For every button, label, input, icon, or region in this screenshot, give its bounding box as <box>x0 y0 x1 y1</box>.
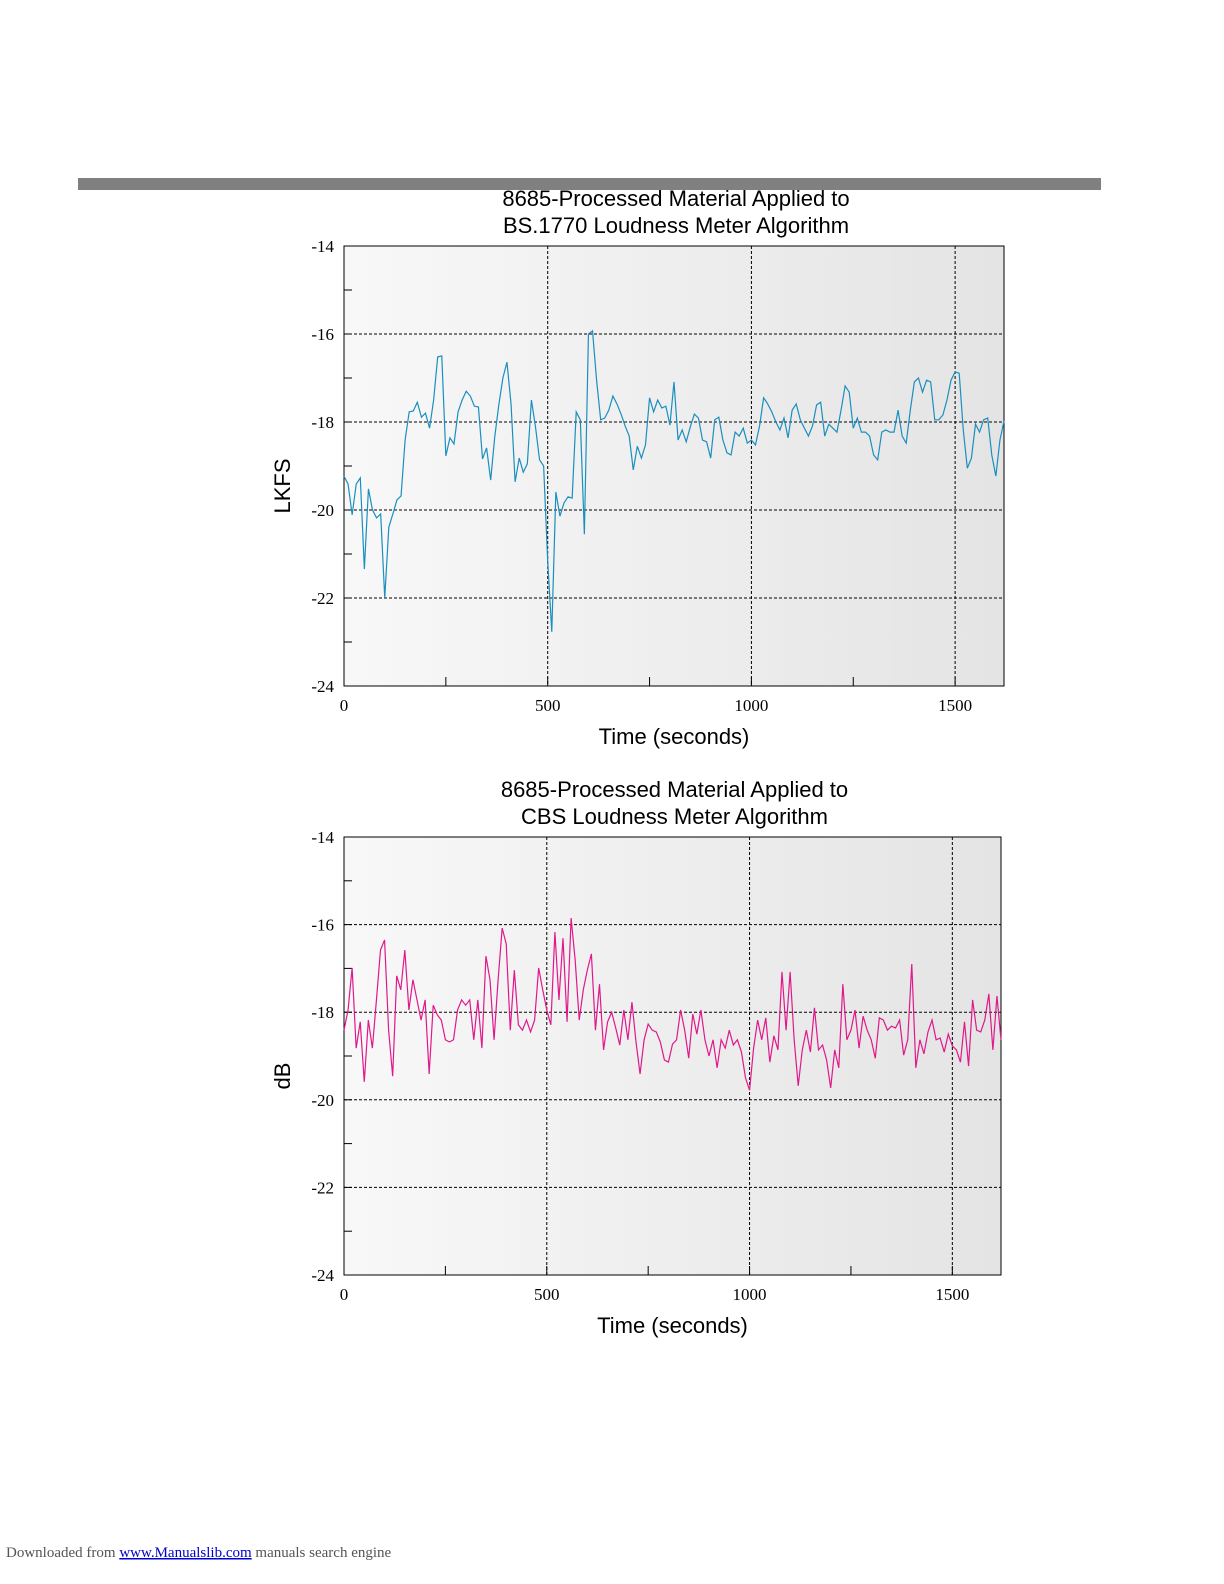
y-tick-label: -14 <box>311 237 334 256</box>
x-axis-title: Time (seconds) <box>597 1313 748 1338</box>
y-tick-label: -16 <box>311 916 334 935</box>
y-tick-label: -18 <box>311 413 334 432</box>
y-tick-label: -22 <box>311 589 334 608</box>
footer: Downloaded from www.Manualslib.com manua… <box>6 1545 392 1561</box>
x-tick-label: 1000 <box>734 696 768 715</box>
footer-suffix: manuals search engine <box>255 1545 391 1561</box>
chart-title: 8685-Processed Material Applied to <box>502 186 849 211</box>
chart-title: 8685-Processed Material Applied to <box>501 777 848 802</box>
y-tick-label: -22 <box>311 1178 334 1197</box>
data-line <box>343 329 1005 632</box>
y-tick-label: -14 <box>311 828 334 847</box>
chart-title: BS.1770 Loudness Meter Algorithm <box>503 213 849 238</box>
y-tick-label: -24 <box>311 677 334 696</box>
plot-frame <box>343 836 1002 1276</box>
y-tick-label: -20 <box>311 1091 334 1110</box>
y-tick-label: -16 <box>311 325 334 344</box>
x-tick-label: 1000 <box>733 1285 767 1304</box>
x-tick-label: 1500 <box>935 1285 969 1304</box>
x-tick-label: 0 <box>340 1285 349 1304</box>
y-tick-label: -18 <box>311 1003 334 1022</box>
plot-frame <box>343 245 1005 687</box>
y-tick-label: -24 <box>311 1266 334 1285</box>
footer-prefix: Downloaded from <box>6 1545 116 1561</box>
x-tick-label: 500 <box>534 1285 560 1304</box>
x-tick-label: 0 <box>340 696 349 715</box>
data-line <box>343 917 1002 1091</box>
x-tick-label: 500 <box>535 696 561 715</box>
y-tick-label: -20 <box>311 501 334 520</box>
x-tick-label: 1500 <box>938 696 972 715</box>
plot-area <box>344 837 1001 1275</box>
header-bar <box>78 178 1101 190</box>
footer-link[interactable]: www.Manualslib.com <box>119 1545 252 1561</box>
plot-area <box>344 246 1004 686</box>
x-axis-title: Time (seconds) <box>599 724 750 749</box>
y-axis-title: dB <box>270 1063 295 1090</box>
chart-title: CBS Loudness Meter Algorithm <box>521 804 828 829</box>
y-axis-title: LKFS <box>270 458 295 513</box>
